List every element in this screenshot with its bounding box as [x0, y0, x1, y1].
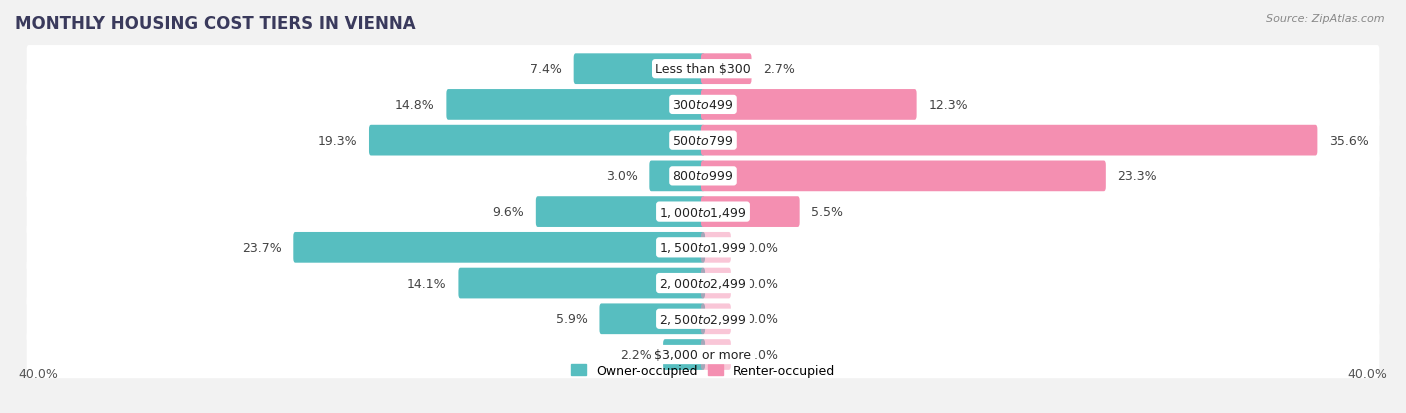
Text: 40.0%: 40.0%: [1348, 367, 1388, 380]
FancyBboxPatch shape: [294, 233, 704, 263]
FancyBboxPatch shape: [27, 260, 1379, 307]
FancyBboxPatch shape: [27, 117, 1379, 164]
Text: 12.3%: 12.3%: [928, 99, 967, 112]
Text: 23.3%: 23.3%: [1118, 170, 1157, 183]
Text: $1,500 to $1,999: $1,500 to $1,999: [659, 241, 747, 255]
FancyBboxPatch shape: [650, 161, 704, 192]
FancyBboxPatch shape: [702, 339, 731, 370]
FancyBboxPatch shape: [27, 295, 1379, 343]
FancyBboxPatch shape: [702, 197, 800, 228]
FancyBboxPatch shape: [27, 224, 1379, 271]
Text: 3.0%: 3.0%: [606, 170, 638, 183]
FancyBboxPatch shape: [702, 126, 1317, 156]
FancyBboxPatch shape: [27, 81, 1379, 129]
FancyBboxPatch shape: [446, 90, 704, 121]
Text: 0.0%: 0.0%: [747, 277, 778, 290]
Text: MONTHLY HOUSING COST TIERS IN VIENNA: MONTHLY HOUSING COST TIERS IN VIENNA: [15, 15, 416, 33]
Text: 0.0%: 0.0%: [747, 313, 778, 325]
Text: 7.4%: 7.4%: [530, 63, 562, 76]
Text: $300 to $499: $300 to $499: [672, 99, 734, 112]
Text: 2.7%: 2.7%: [763, 63, 794, 76]
FancyBboxPatch shape: [702, 304, 731, 335]
FancyBboxPatch shape: [599, 304, 704, 335]
Text: $500 to $799: $500 to $799: [672, 134, 734, 147]
Text: 14.8%: 14.8%: [395, 99, 434, 112]
Text: Source: ZipAtlas.com: Source: ZipAtlas.com: [1267, 14, 1385, 24]
Text: 35.6%: 35.6%: [1329, 134, 1369, 147]
FancyBboxPatch shape: [664, 339, 704, 370]
FancyBboxPatch shape: [368, 126, 704, 156]
Text: 40.0%: 40.0%: [18, 367, 58, 380]
FancyBboxPatch shape: [702, 233, 731, 263]
Text: 5.5%: 5.5%: [811, 206, 844, 218]
FancyBboxPatch shape: [27, 331, 1379, 378]
FancyBboxPatch shape: [702, 54, 751, 85]
FancyBboxPatch shape: [574, 54, 704, 85]
Text: Less than $300: Less than $300: [655, 63, 751, 76]
Text: 0.0%: 0.0%: [747, 241, 778, 254]
Text: 2.2%: 2.2%: [620, 348, 651, 361]
FancyBboxPatch shape: [536, 197, 704, 228]
Text: $3,000 or more: $3,000 or more: [655, 348, 751, 361]
Text: $1,000 to $1,499: $1,000 to $1,499: [659, 205, 747, 219]
FancyBboxPatch shape: [27, 153, 1379, 200]
Text: $2,000 to $2,499: $2,000 to $2,499: [659, 276, 747, 290]
Text: 14.1%: 14.1%: [408, 277, 447, 290]
Text: 5.9%: 5.9%: [555, 313, 588, 325]
FancyBboxPatch shape: [702, 90, 917, 121]
Text: 23.7%: 23.7%: [242, 241, 281, 254]
FancyBboxPatch shape: [458, 268, 704, 299]
Text: 0.0%: 0.0%: [747, 348, 778, 361]
FancyBboxPatch shape: [27, 46, 1379, 93]
FancyBboxPatch shape: [27, 188, 1379, 236]
Legend: Owner-occupied, Renter-occupied: Owner-occupied, Renter-occupied: [567, 359, 839, 382]
FancyBboxPatch shape: [702, 268, 731, 299]
Text: 9.6%: 9.6%: [492, 206, 524, 218]
Text: $2,500 to $2,999: $2,500 to $2,999: [659, 312, 747, 326]
FancyBboxPatch shape: [702, 161, 1107, 192]
Text: 19.3%: 19.3%: [318, 134, 357, 147]
Text: $800 to $999: $800 to $999: [672, 170, 734, 183]
